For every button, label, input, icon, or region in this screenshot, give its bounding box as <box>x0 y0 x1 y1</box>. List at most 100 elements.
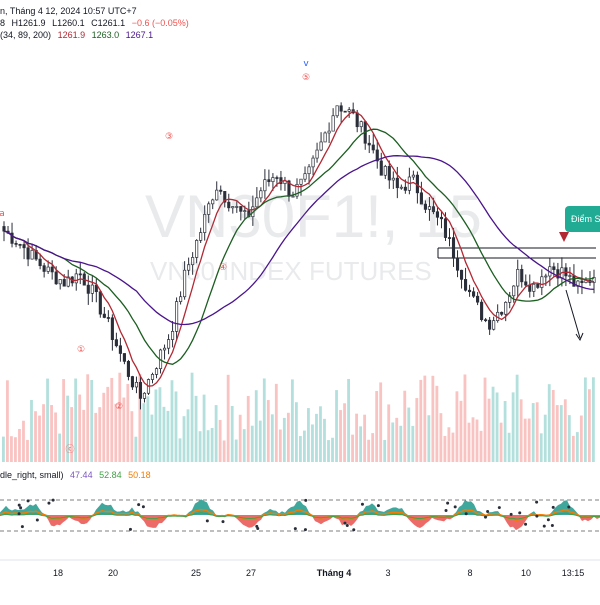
candle-body <box>38 258 42 267</box>
volume-bar <box>238 414 242 462</box>
volume-bar <box>126 383 130 462</box>
volume-bar <box>14 437 17 462</box>
osc-marker <box>128 527 132 531</box>
candle-body <box>54 271 58 285</box>
volume-bar <box>270 414 274 462</box>
volume-bar <box>315 413 318 462</box>
volume-bar <box>399 425 403 462</box>
volume-bar <box>499 422 503 462</box>
volume-bar <box>427 415 431 462</box>
candle-body <box>207 203 211 215</box>
x-tick-label: 8 <box>467 568 473 578</box>
candle-body <box>42 265 46 272</box>
candle-body <box>524 281 528 286</box>
osc-marker <box>446 501 450 505</box>
candle-body <box>46 266 50 272</box>
volume-bar <box>555 405 559 462</box>
x-tick-label: 3 <box>385 568 391 578</box>
watermark-name: VN30 INDEX FUTURES <box>150 256 432 286</box>
volume-bar <box>274 383 278 462</box>
volume-bar <box>30 399 33 462</box>
volume-bar <box>66 395 70 462</box>
volume-bar <box>86 374 90 462</box>
osc-marker <box>20 525 24 529</box>
volume-bar <box>567 415 571 462</box>
candle-body <box>134 381 139 388</box>
osc-marker <box>535 500 539 504</box>
osc-marker <box>137 503 141 507</box>
candle-body <box>419 192 423 205</box>
candle-body <box>480 301 484 321</box>
candle-body <box>379 160 383 176</box>
candle-body <box>395 177 399 189</box>
volume-bar <box>363 414 367 462</box>
candle-body <box>291 195 295 198</box>
osc-positive-area <box>0 499 600 515</box>
osc-marker <box>550 524 554 528</box>
ma-line-34 <box>3 110 595 387</box>
candle-body <box>307 166 311 175</box>
volume-bar <box>423 375 427 462</box>
candle-body <box>464 279 468 291</box>
candle-body <box>14 243 18 245</box>
volume-bar <box>114 403 118 462</box>
volume-bar <box>246 395 250 462</box>
volume-bar <box>202 394 206 462</box>
volume-bar <box>158 387 162 462</box>
candle-body <box>532 283 536 292</box>
candle-body <box>102 313 106 318</box>
candle-body <box>26 247 30 260</box>
volume-bar <box>395 417 399 462</box>
header-oscillator[interactable]: dle_right, small) 47.44 52.84 50.18 <box>0 470 155 480</box>
volume-bar <box>443 435 447 462</box>
volume-bar <box>222 440 226 462</box>
volume-bar <box>210 427 214 462</box>
wave-label: ③ <box>165 132 173 142</box>
ma1-value: 1261.9 <box>57 30 86 40</box>
volume-bar <box>419 379 423 462</box>
volume-bar <box>431 375 435 462</box>
osc-marker <box>486 509 490 513</box>
osc-marker <box>19 506 23 510</box>
osc-marker <box>26 499 30 503</box>
candle-body <box>355 112 359 128</box>
osc-marker <box>345 523 349 527</box>
candle-body <box>86 284 90 294</box>
osc-marker <box>464 512 468 516</box>
candle-body <box>423 203 427 210</box>
osc-marker <box>360 502 364 506</box>
volume-bar <box>551 389 555 462</box>
x-tick-label: 27 <box>245 568 257 578</box>
volume-bar <box>339 410 342 462</box>
volume-bar <box>162 406 166 462</box>
volume-bar <box>471 417 475 462</box>
volume-bar <box>182 416 186 462</box>
header-ma[interactable]: (34, 89, 200) 1261.9 1263.0 1267.1 <box>0 30 157 40</box>
header-ohlc: 8 H1261.9 L1260.1 C1261.1 −0.6 (−0.05%) <box>0 18 193 28</box>
x-tick-label: 13:15 <box>561 568 585 578</box>
volume-bar <box>475 419 479 462</box>
volume-bar <box>226 374 230 462</box>
volume-bar <box>559 405 563 462</box>
callout-label[interactable]: Điểm St <box>565 206 600 232</box>
volume-bar <box>331 437 334 462</box>
wave-label: ④ <box>219 263 227 273</box>
candle-body <box>484 319 488 322</box>
volume-bar <box>62 379 66 462</box>
volume-bar <box>82 409 86 462</box>
candle-body <box>179 296 183 302</box>
osc-marker <box>352 528 356 532</box>
volume-bar <box>587 389 591 462</box>
candle-body <box>427 206 431 210</box>
candle-body <box>259 190 263 199</box>
candle-body <box>171 331 175 340</box>
candle-body <box>162 347 167 351</box>
candle-body <box>520 269 524 283</box>
volume-bar <box>94 412 98 462</box>
ma-line-200 <box>3 155 595 326</box>
wave-label: ① <box>77 345 85 355</box>
volume-bar <box>451 432 455 462</box>
candle-body <box>536 283 540 288</box>
